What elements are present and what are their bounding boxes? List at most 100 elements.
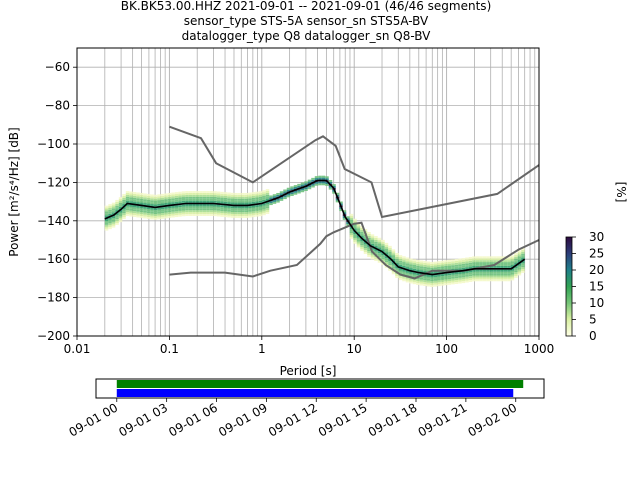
heatmap-cell [314, 181, 319, 184]
heatmap-cell [262, 213, 266, 216]
heatmap-cell [304, 189, 308, 191]
heatmap-cell [486, 269, 490, 272]
heatmap-cell [115, 201, 119, 204]
heatmap-cell [174, 194, 179, 196]
heatmap-cell [258, 195, 263, 197]
heatmap-cell [489, 269, 494, 272]
heatmap-cell [500, 265, 504, 268]
heatmap-cell [199, 200, 203, 203]
heatmap-cell [216, 204, 221, 207]
heatmap-cell [451, 274, 455, 277]
heatmap-cell [209, 214, 214, 216]
heatmap-cell [479, 271, 483, 274]
heatmap-cell [255, 210, 259, 213]
heatmap-cell [195, 208, 200, 211]
heatmap-cell [430, 265, 434, 268]
heatmap-cell [244, 216, 249, 218]
heatmap-cell [472, 256, 476, 259]
heatmap-cell [286, 187, 291, 190]
heatmap-cell [262, 194, 266, 197]
heatmap-cell [430, 277, 434, 280]
heatmap-cell [108, 213, 112, 216]
heatmap-cell [241, 198, 245, 201]
heatmap-cell [188, 194, 193, 197]
y-tick-label: −80 [45, 99, 70, 113]
heatmap-cell [111, 210, 116, 213]
heatmap-cell [356, 237, 361, 240]
heatmap-cell [125, 214, 130, 217]
heatmap-cell [160, 195, 165, 198]
heatmap-cell [125, 206, 130, 209]
heatmap-cell [370, 240, 375, 242]
mode-curve-line [104, 179, 526, 276]
heatmap-cell [314, 183, 319, 186]
heatmap-cell [423, 270, 427, 273]
heatmap-cell [360, 241, 364, 244]
heatmap-cell [108, 211, 112, 214]
heatmap-cell [111, 212, 116, 215]
heatmap-cell [496, 256, 501, 259]
heatmap-cell [157, 211, 161, 214]
heatmap-cell [185, 194, 189, 197]
heatmap-cell [493, 279, 497, 282]
heatmap-cell [262, 207, 266, 210]
heatmap-cell [503, 271, 508, 274]
heatmap-cell [143, 199, 147, 202]
heatmap-cell [454, 276, 459, 279]
heatmap-cell [129, 195, 133, 198]
heatmap-cell [223, 209, 228, 212]
heatmap-cell [440, 274, 445, 277]
heatmap-cell [286, 189, 291, 192]
heatmap-cell [265, 194, 270, 197]
heatmap-cell [171, 198, 175, 201]
heatmap-cell [430, 262, 434, 264]
heatmap-cell [132, 211, 137, 214]
heatmap-cell [503, 264, 508, 266]
heatmap-cell [409, 271, 413, 274]
heatmap-cell [409, 258, 413, 261]
heatmap-cell [220, 199, 224, 202]
heatmap-cell [510, 268, 515, 271]
heatmap-cell [370, 253, 375, 256]
heatmap-cell [384, 242, 389, 245]
heatmap-cell [510, 278, 515, 281]
heatmap-cell [108, 225, 112, 228]
heatmap-cell [367, 237, 371, 240]
heatmap-cell [465, 259, 469, 262]
heatmap-cell [244, 210, 249, 213]
heatmap-cell [262, 196, 266, 198]
heatmap-cell [472, 269, 476, 272]
heatmap-cell [356, 228, 361, 231]
heatmap-cell [143, 206, 147, 209]
heatmap-cell [318, 177, 322, 180]
heatmap-cell [405, 261, 410, 264]
heatmap-cell [216, 212, 221, 215]
heatmap-cell [244, 202, 249, 205]
heatmap-cell [461, 277, 466, 280]
heatmap-cell [346, 218, 350, 221]
heatmap-cell [188, 206, 193, 209]
heatmap-cell [370, 247, 375, 250]
heatmap-cell [181, 204, 186, 207]
heatmap-cell [111, 208, 116, 211]
coverage-tick-label: 09-02 00 [466, 400, 520, 439]
heatmap-cell [493, 258, 497, 261]
heatmap-cell [363, 244, 368, 247]
heatmap-cell [125, 196, 130, 199]
heatmap-cell [307, 181, 312, 184]
heatmap-cell [125, 200, 130, 203]
heatmap-cell [517, 269, 522, 272]
heatmap-cell [517, 263, 522, 266]
heatmap-cell [451, 282, 455, 285]
heatmap-cell [143, 208, 147, 211]
heatmap-cell [202, 214, 207, 216]
heatmap-cell [517, 254, 522, 257]
heatmap-cell [258, 193, 263, 196]
heatmap-cell [384, 252, 389, 255]
heatmap-cell [265, 192, 270, 195]
heatmap-cell [251, 213, 256, 216]
heatmap-cell [171, 194, 175, 197]
heatmap-cell [157, 207, 161, 210]
heatmap-cell [328, 185, 333, 188]
heatmap-cell [227, 211, 231, 214]
